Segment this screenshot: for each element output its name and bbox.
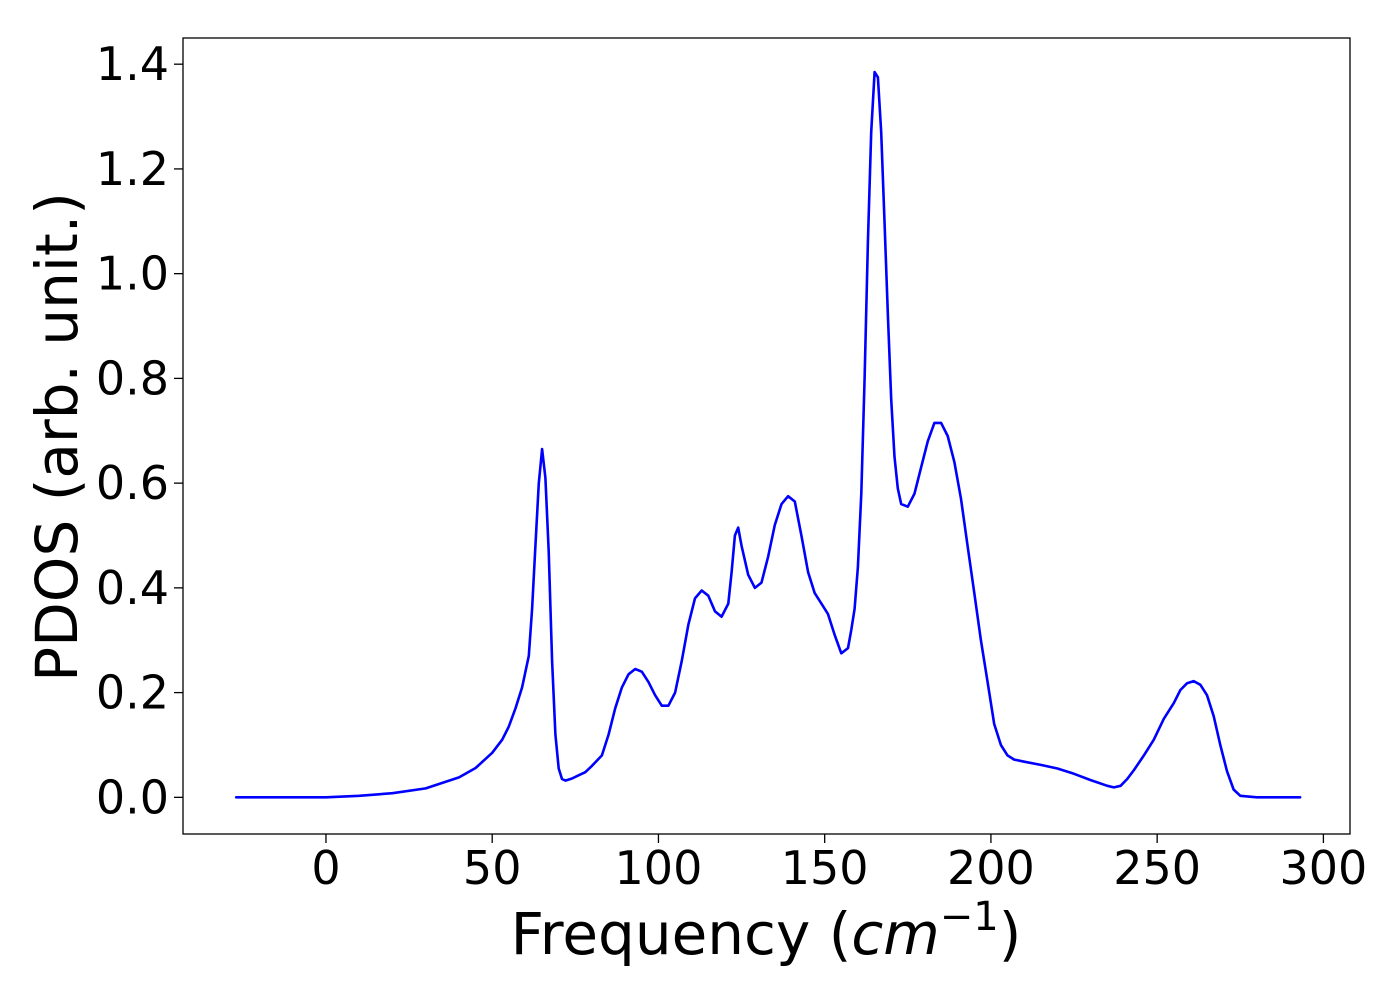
x-tick-label: 0 xyxy=(311,841,340,895)
x-axis-title: Frequency (cm−1) xyxy=(511,894,1022,968)
y-tick-label: 1.4 xyxy=(96,37,169,91)
x-axis-title-exponent: −1 xyxy=(940,894,999,940)
x-tick-label: 300 xyxy=(1279,841,1367,895)
x-tick-label: 150 xyxy=(781,841,869,895)
x-tick-label: 250 xyxy=(1113,841,1201,895)
pdos-series-line xyxy=(234,70,1302,799)
y-axis-ticks: 0.0 0.2 0.4 0.6 0.8 1.0 1.2 1.4 xyxy=(96,37,183,824)
x-tick-label: 200 xyxy=(947,841,1035,895)
y-tick-label: 0.0 xyxy=(96,770,169,824)
plot-area-background xyxy=(183,38,1350,834)
x-tick-label: 50 xyxy=(463,841,522,895)
x-axis-title-text: Frequency ( xyxy=(511,900,852,968)
y-tick-label: 0.6 xyxy=(96,456,169,510)
x-axis-title-unit: cm xyxy=(851,900,939,968)
x-axis-ticks: 0 50 100 150 200 250 300 xyxy=(311,834,1367,895)
y-tick-label: 0.8 xyxy=(96,351,169,405)
x-tick-label: 100 xyxy=(615,841,703,895)
y-tick-label: 0.2 xyxy=(96,666,169,720)
series-layer xyxy=(234,70,1302,799)
plot-frame xyxy=(182,37,1351,835)
y-tick-label: 1.0 xyxy=(96,247,169,301)
y-axis-title: PDOS (arb. unit.) xyxy=(23,192,91,682)
y-tick-label: 1.2 xyxy=(96,142,169,196)
y-tick-label: 0.4 xyxy=(96,561,169,615)
x-axis-title-close: ) xyxy=(999,900,1022,968)
